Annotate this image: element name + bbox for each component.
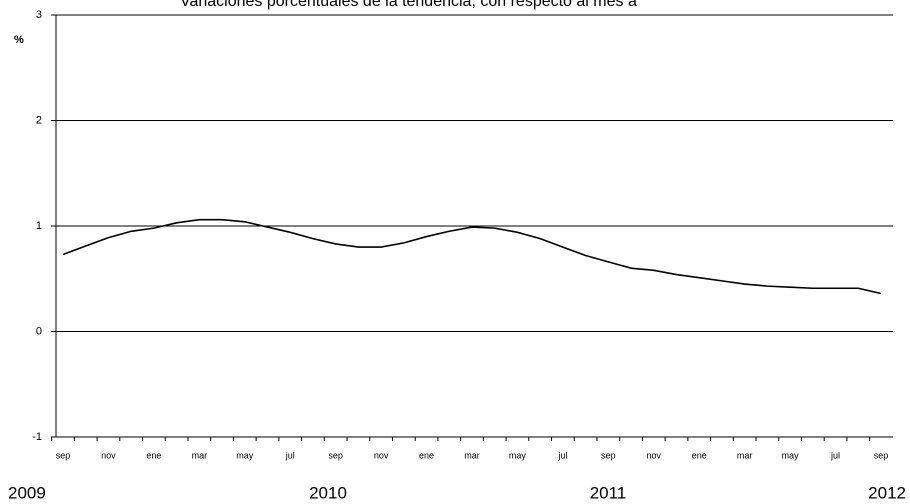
x-tick-label: nov <box>647 450 662 460</box>
x-tick-label: sep <box>56 450 71 460</box>
year-label: 2009 <box>8 483 46 502</box>
x-tick-label: may <box>236 450 254 460</box>
x-tick-label: may <box>782 450 800 460</box>
x-tick-label: sep <box>874 450 889 460</box>
y-tick-label: 2 <box>36 114 42 126</box>
y-tick-label: 1 <box>36 220 42 232</box>
x-tick-label: mar <box>737 450 753 460</box>
x-tick-label: nov <box>374 450 389 460</box>
chart-title: Variaciones porcentuales de la tendencia… <box>180 0 637 10</box>
x-tick-label: ene <box>146 450 161 460</box>
x-tick-label: sep <box>601 450 616 460</box>
x-tick-label: ene <box>692 450 707 460</box>
x-tick-label: mar <box>464 450 480 460</box>
y-tick-label: 0 <box>36 325 42 337</box>
x-tick-label: jul <box>830 450 840 460</box>
x-tick-label: ene <box>419 450 434 460</box>
x-tick-label: may <box>509 450 527 460</box>
x-tick-label: nov <box>101 450 116 460</box>
x-tick-label: mar <box>192 450 208 460</box>
year-label: 2011 <box>590 483 627 502</box>
year-label: 2012 <box>868 483 906 502</box>
y-tick-label: 3 <box>36 9 42 21</box>
y-axis-label: % <box>14 34 24 46</box>
year-label: 2010 <box>309 483 347 502</box>
data-line <box>62 218 882 295</box>
x-tick-label: jul <box>285 450 295 460</box>
x-tick-label: sep <box>328 450 343 460</box>
y-tick-label: -1 <box>32 431 42 443</box>
x-tick-label: jul <box>557 450 567 460</box>
